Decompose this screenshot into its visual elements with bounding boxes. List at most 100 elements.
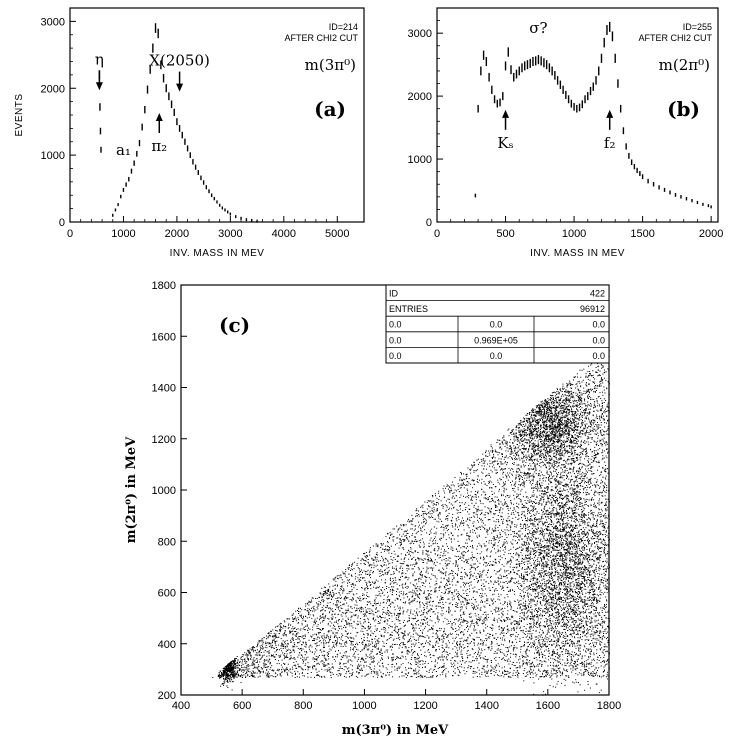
scatter-point	[391, 626, 393, 628]
scatter-point	[583, 411, 585, 413]
scatter-point	[421, 505, 423, 507]
scatter-point	[483, 514, 485, 516]
scatter-point	[400, 627, 402, 629]
scatter-point	[448, 647, 450, 649]
scatter-point	[606, 410, 608, 412]
scatter-point	[576, 583, 578, 585]
scatter-point	[598, 613, 600, 615]
scatter-point	[449, 590, 451, 592]
scatter-point	[424, 655, 425, 657]
scatter-point	[574, 557, 576, 559]
scatter-point	[510, 604, 512, 606]
scatter-point	[386, 567, 388, 569]
scatter-point	[503, 644, 504, 646]
scatter-point	[603, 430, 604, 432]
scatter-point	[532, 503, 533, 504]
scatter-point	[494, 505, 496, 507]
scatter-point	[504, 607, 506, 609]
scatter-point	[310, 676, 312, 678]
scatter-point	[606, 489, 607, 491]
scatter-point	[482, 571, 484, 573]
scatter-point	[520, 499, 522, 501]
scatter-point	[342, 635, 344, 637]
scatter-point	[270, 630, 272, 632]
scatter-point	[605, 517, 607, 518]
scatter-point	[571, 642, 572, 644]
scatter-point	[260, 648, 262, 649]
scatter-point	[484, 659, 486, 660]
scatter-point	[484, 491, 486, 493]
scatter-point	[336, 637, 338, 638]
scatter-point	[410, 551, 412, 552]
scatter-point	[384, 589, 386, 591]
scatter-point	[560, 597, 562, 599]
scatter-point	[489, 460, 491, 462]
scatter-point	[397, 528, 399, 530]
scatter-point	[605, 478, 607, 480]
scatter-point	[445, 573, 447, 575]
scatter-point	[600, 385, 602, 387]
scatter-point	[584, 565, 586, 567]
scatter-point	[499, 569, 501, 571]
scatter-point	[318, 600, 320, 602]
scatter-point	[603, 666, 605, 668]
scatter-point	[563, 479, 565, 481]
scatter-point	[595, 424, 597, 425]
scatter-point	[410, 640, 412, 642]
scatter-point	[372, 638, 373, 640]
scatter-point	[421, 675, 422, 677]
scatter-point	[454, 655, 456, 657]
scatter-point	[578, 533, 580, 535]
scatter-point	[246, 672, 248, 674]
scatter-point	[378, 661, 380, 663]
scatter-point	[474, 496, 476, 498]
scatter-point	[531, 435, 533, 437]
scatter-point	[312, 614, 314, 616]
scatter-point	[545, 608, 547, 609]
scatter-point	[357, 676, 359, 678]
scatter-point	[482, 657, 484, 659]
scatter-point	[582, 485, 584, 487]
scatter-point	[266, 666, 268, 668]
scatter-point	[529, 611, 531, 613]
scatter-point	[368, 580, 370, 582]
scatter-point	[491, 528, 493, 530]
scatter-point	[469, 530, 471, 532]
scatter-point	[447, 593, 449, 595]
scatter-point	[337, 630, 339, 632]
scatter-point	[546, 491, 548, 493]
scatter-point	[327, 591, 329, 593]
scatter-point	[511, 521, 513, 523]
scatter-point	[495, 505, 497, 506]
scatter-point	[373, 614, 375, 616]
scatter-point	[386, 600, 388, 602]
scatter-point	[566, 384, 568, 386]
scatter-point	[501, 442, 503, 444]
scatter-point	[577, 508, 579, 510]
scatter-point	[478, 579, 479, 581]
scatter-point	[344, 630, 346, 632]
scatter-point	[553, 668, 555, 670]
scatter-point	[493, 564, 495, 566]
scatter-point	[381, 555, 383, 557]
scatter-point	[356, 593, 358, 595]
scatter-point	[385, 649, 387, 651]
scatter-point	[585, 409, 587, 411]
annotation-label: f₂	[604, 134, 616, 152]
scatter-point	[327, 654, 329, 655]
scatter-point	[527, 611, 529, 613]
scatter-point	[279, 625, 281, 627]
scatter-point	[394, 666, 396, 668]
scatter-point	[416, 621, 418, 623]
scatter-point	[314, 622, 316, 623]
scatter-point	[337, 675, 339, 677]
scatter-point	[532, 642, 534, 644]
scatter-point	[488, 474, 490, 476]
scatter-point	[585, 470, 587, 472]
scatter-point	[445, 518, 447, 520]
scatter-point	[507, 606, 509, 608]
scatter-point	[605, 510, 607, 512]
scatter-point	[573, 571, 575, 573]
scatter-point	[414, 537, 416, 538]
scatter-point	[573, 575, 575, 577]
